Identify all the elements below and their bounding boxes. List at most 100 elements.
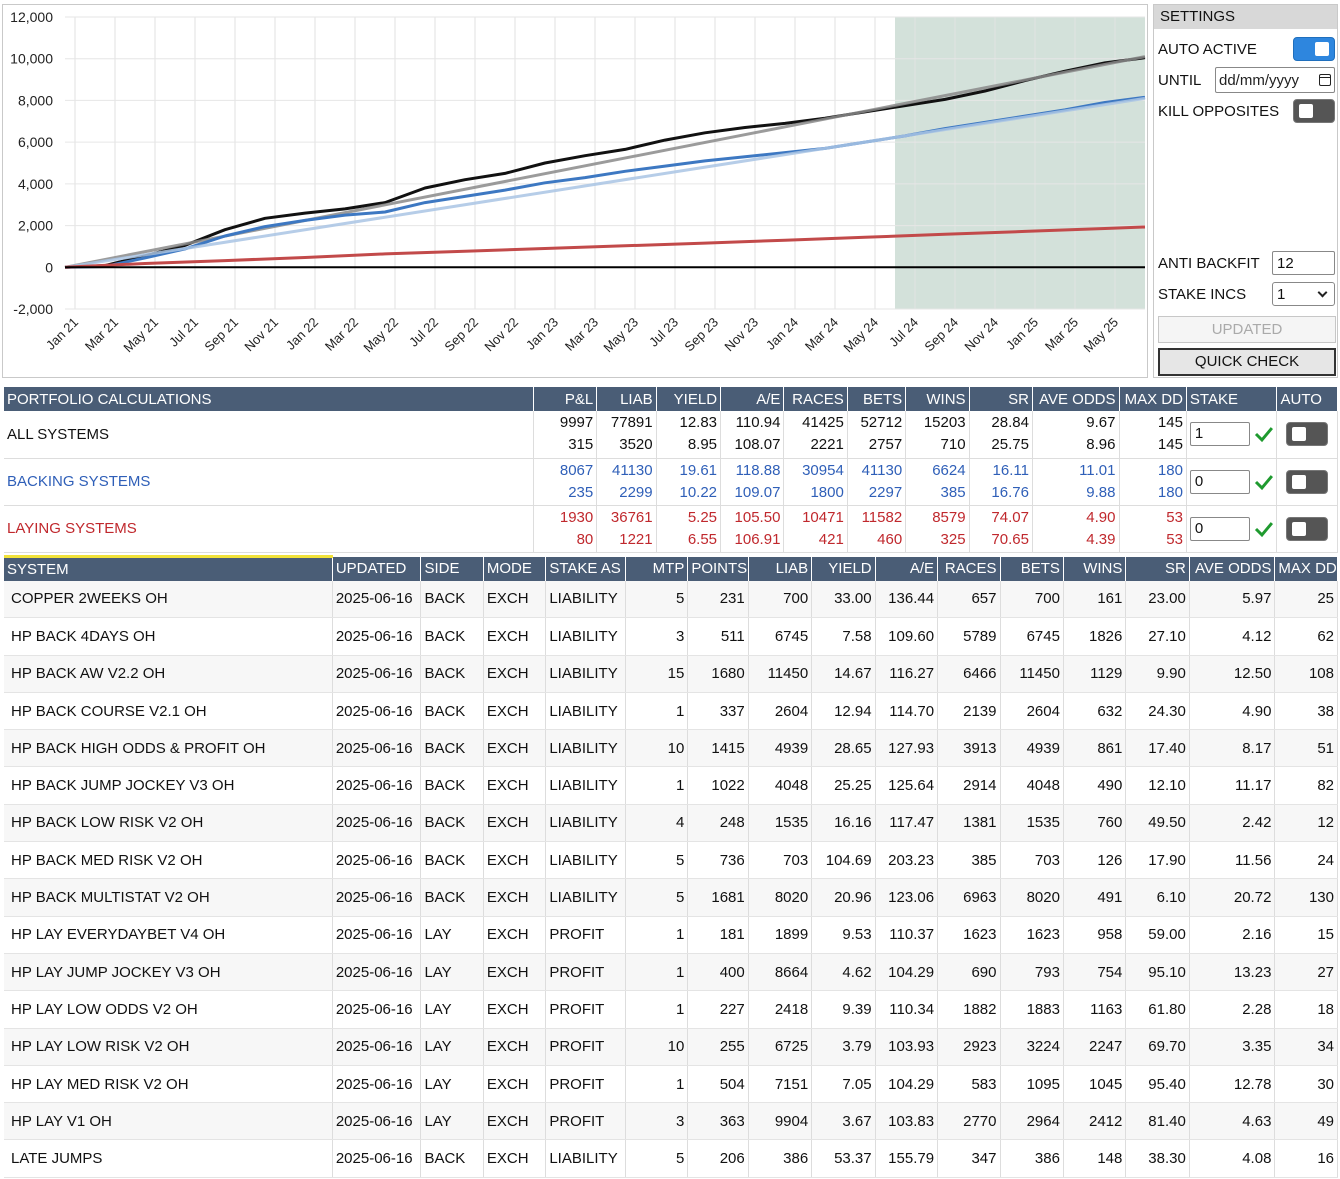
stake-input[interactable]: 0 bbox=[1189, 469, 1250, 494]
table-row[interactable]: HP BACK LOW RISK V2 OH 2025-06-16 BACK EXCH… bbox=[4, 804, 1338, 843]
check-icon[interactable] bbox=[1254, 425, 1274, 443]
col-header-races[interactable]: RACES bbox=[937, 556, 1001, 581]
table-row[interactable]: HP BACK JUMP JOCKEY V3 OH 2025-06-16 BACK E… bbox=[4, 766, 1338, 805]
portfolio-cell-bets: 41130 2297 bbox=[847, 458, 907, 506]
table-row[interactable]: HP LAY JUMP JOCKEY V3 OH 2025-06-16 LAY EXC… bbox=[4, 953, 1338, 992]
table-row[interactable]: HP BACK MULTISTAT V2 OH 2025-06-16 BACK EXC… bbox=[4, 878, 1338, 917]
table-row[interactable]: LATE JUMPS 2025-06-16 BACK EXCH LIABILITY 5 20… bbox=[4, 1139, 1338, 1178]
cell-mtp: 5 bbox=[625, 841, 689, 880]
cell-ave-odds: 4.90 bbox=[1189, 692, 1276, 731]
auto-active-toggle[interactable] bbox=[1293, 37, 1335, 61]
col-header-ave-odds[interactable]: AVE ODDS bbox=[1189, 556, 1276, 581]
stake-cell: 0 bbox=[1186, 458, 1278, 506]
y-tick-label: 6,000 bbox=[18, 134, 53, 150]
cell-bets: 1883 bbox=[1000, 990, 1064, 1029]
col-header-updated[interactable]: UPDATED bbox=[332, 556, 422, 581]
cell-yield: 7.58 bbox=[811, 617, 876, 656]
portfolio-value: 53 bbox=[1166, 530, 1183, 548]
col-header-bets[interactable]: BETS bbox=[1000, 556, 1064, 581]
auto-toggle[interactable] bbox=[1286, 422, 1329, 447]
col-header-sr[interactable]: SR bbox=[1125, 556, 1190, 581]
stake-input[interactable]: 1 bbox=[1189, 422, 1250, 447]
col-header-system[interactable]: SYSTEM bbox=[4, 555, 333, 581]
col-header-ae[interactable]: A/E bbox=[875, 556, 939, 581]
stake-incs-select[interactable]: 1 bbox=[1272, 282, 1335, 306]
table-row[interactable]: HP LAY LOW RISK V2 OH 2025-06-16 LAY EXCH PR… bbox=[4, 1028, 1338, 1066]
cell-max-dd: 34 bbox=[1274, 1028, 1338, 1066]
table-row[interactable]: COPPER 2WEEKS OH 2025-06-16 BACK EXCH LIABIL… bbox=[4, 580, 1338, 619]
auto-toggle[interactable] bbox=[1286, 469, 1329, 494]
portfolio-value: 235 bbox=[568, 483, 594, 501]
cell-side: BACK bbox=[420, 1139, 484, 1178]
cell-ae: 117.47 bbox=[875, 804, 939, 843]
systems-table: SYSTEM UPDATED SIDE MODE STAKE AS MTP POINTS LI… bbox=[4, 555, 1338, 1178]
auto-toggle[interactable] bbox=[1286, 516, 1329, 541]
cell-side: LAY bbox=[420, 953, 484, 992]
table-row[interactable]: HP LAY EVERYDAYBET V4 OH 2025-06-16 LAY EXC… bbox=[4, 916, 1338, 954]
cell-races: 1623 bbox=[937, 916, 1001, 954]
table-row[interactable]: HP LAY V1 OH 2025-06-16 LAY EXCH PROFIT 3 363 9… bbox=[4, 1102, 1338, 1141]
table-row[interactable]: HP BACK MED RISK V2 OH 2025-06-16 BACK EXCH… bbox=[4, 841, 1338, 880]
table-row[interactable]: HP BACK 4DAYS OH 2025-06-16 BACK EXCH LIABIL… bbox=[4, 617, 1338, 656]
cell-wins: 491 bbox=[1063, 878, 1127, 917]
portfolio-cell-ae: 118.88 109.07 bbox=[720, 458, 785, 506]
portfolio-value: 106.91 bbox=[734, 530, 781, 548]
kill-opposites-toggle[interactable] bbox=[1293, 99, 1335, 123]
cell-system: HP LAY LOW RISK V2 OH bbox=[4, 1028, 333, 1066]
portfolio-value: 1800 bbox=[810, 483, 844, 501]
until-date-input[interactable]: dd/mm/yyyy bbox=[1215, 67, 1335, 93]
portfolio-cell-pl: 9997 315 bbox=[533, 411, 598, 459]
col-header-points[interactable]: POINTS bbox=[687, 556, 749, 581]
cell-system: HP BACK COURSE V2.1 OH bbox=[4, 692, 333, 731]
cell-stake-as: LIABILITY bbox=[545, 655, 626, 693]
out-of-sample-region bbox=[895, 17, 1145, 309]
portfolio-value: 110.94 bbox=[735, 414, 781, 432]
x-tick-label: Sep 23 bbox=[681, 315, 721, 355]
cell-liab: 4048 bbox=[748, 766, 813, 805]
cell-max-dd: 51 bbox=[1274, 729, 1338, 768]
cell-wins: 1163 bbox=[1063, 990, 1127, 1029]
col-header-liab[interactable]: LIAB bbox=[748, 556, 813, 581]
stake-input[interactable]: 0 bbox=[1189, 516, 1250, 541]
until-label: UNTIL bbox=[1158, 71, 1202, 89]
cell-sr: 95.40 bbox=[1125, 1065, 1190, 1104]
cell-mtp: 3 bbox=[625, 1102, 689, 1141]
anti-backfit-input[interactable]: 12 bbox=[1272, 251, 1335, 275]
quick-check-button[interactable]: QUICK CHECK bbox=[1158, 348, 1336, 376]
cell-mtp: 4 bbox=[625, 804, 689, 843]
cell-max-dd: 49 bbox=[1274, 1102, 1338, 1141]
table-row[interactable]: HP BACK AW V2.2 OH 2025-06-16 BACK EXCH LIAB… bbox=[4, 655, 1338, 693]
cell-updated: 2025-06-16 bbox=[332, 916, 422, 954]
cell-wins: 2412 bbox=[1063, 1102, 1127, 1141]
table-row[interactable]: HP BACK HIGH ODDS & PROFIT OH 2025-06-16 B… bbox=[4, 729, 1338, 768]
cell-points: 511 bbox=[687, 617, 749, 656]
cell-yield: 53.37 bbox=[811, 1139, 876, 1178]
portfolio-value: 2297 bbox=[868, 483, 903, 501]
check-icon[interactable] bbox=[1254, 520, 1274, 538]
table-row[interactable]: HP LAY LOW ODDS V2 OH 2025-06-16 LAY EXCH PR… bbox=[4, 990, 1338, 1029]
cell-points: 736 bbox=[687, 841, 749, 880]
portfolio-value: 15203 bbox=[923, 414, 966, 432]
settings-panel: SETTINGS AUTO ACTIVE UNTIL dd/mm/yyyy KI… bbox=[1153, 4, 1338, 378]
table-row[interactable]: HP LAY MED RISK V2 OH 2025-06-16 LAY EXCH PR… bbox=[4, 1065, 1338, 1104]
cell-points: 231 bbox=[687, 580, 749, 619]
col-header-stake-as[interactable]: STAKE AS bbox=[545, 556, 626, 581]
cell-mtp: 1 bbox=[625, 692, 689, 731]
cell-mtp: 5 bbox=[625, 1139, 689, 1178]
col-header-max-dd[interactable]: MAX DD bbox=[1274, 556, 1338, 581]
col-header-side[interactable]: SIDE bbox=[420, 556, 484, 581]
col-header-mtp[interactable]: MTP bbox=[625, 556, 689, 581]
cell-ave-odds: 4.08 bbox=[1189, 1139, 1276, 1178]
col-header-yield[interactable]: YIELD bbox=[811, 556, 876, 581]
cell-updated: 2025-06-16 bbox=[332, 617, 422, 656]
check-icon[interactable] bbox=[1254, 473, 1274, 491]
updated-button[interactable]: UPDATED bbox=[1158, 316, 1336, 343]
x-tick-label: Sep 24 bbox=[921, 315, 961, 355]
col-header-wins[interactable]: WINS bbox=[1063, 556, 1127, 581]
calendar-icon[interactable] bbox=[1319, 74, 1331, 86]
portfolio-group-row: ALL SYSTEMS 9997 315 77891 3520 12.83 8.95 110.… bbox=[4, 411, 1338, 459]
cell-stake-as: LIABILITY bbox=[545, 1139, 626, 1178]
cell-mode: EXCH bbox=[483, 617, 547, 656]
table-row[interactable]: HP BACK COURSE V2.1 OH 2025-06-16 BACK EXCH… bbox=[4, 692, 1338, 731]
col-header-mode[interactable]: MODE bbox=[483, 556, 547, 581]
